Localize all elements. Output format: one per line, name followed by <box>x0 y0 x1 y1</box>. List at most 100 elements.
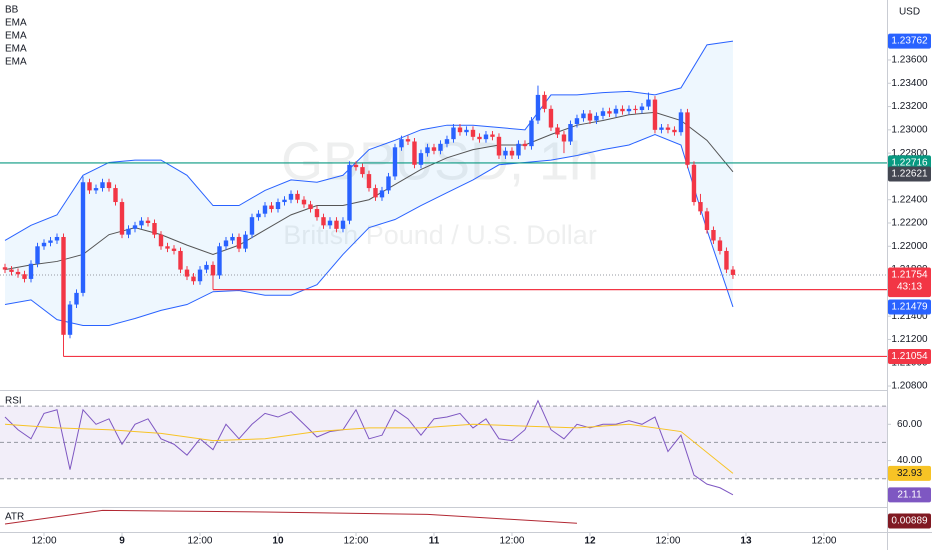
candle-body <box>379 190 385 198</box>
y-tick-label: 1.23000 <box>891 124 928 135</box>
candle-body <box>347 164 352 221</box>
candle-body <box>672 129 677 133</box>
pane-title: ATR <box>5 512 24 523</box>
candle-body <box>230 236 235 241</box>
y-tick-label: 1.21400 <box>891 311 928 322</box>
price-badge-label: 1.21754 <box>891 270 928 281</box>
candle-body <box>678 112 684 133</box>
candle-body <box>581 113 586 119</box>
candle-body <box>535 94 541 121</box>
candle-body <box>113 188 118 203</box>
y-tick-label: 1.22800 <box>891 148 928 159</box>
candle-body <box>249 217 255 235</box>
candle-body <box>587 113 593 121</box>
candle-body <box>9 269 14 272</box>
candle-body <box>204 264 209 270</box>
candle-body <box>516 143 521 156</box>
candle-body <box>217 246 222 276</box>
candle-body <box>568 124 573 142</box>
candle-body <box>353 164 359 168</box>
candle-body <box>93 188 99 191</box>
candle-body <box>74 292 79 305</box>
candle-body <box>451 127 456 140</box>
candle-body <box>704 211 710 230</box>
candle-body <box>620 108 625 112</box>
candle-body <box>724 250 729 270</box>
indicator-legend: EMA <box>5 44 27 55</box>
candle-body <box>386 176 391 191</box>
candle-body <box>503 150 508 156</box>
candle-body <box>243 234 248 249</box>
candle-body <box>665 127 671 130</box>
indicator-legend: BB <box>5 5 19 16</box>
x-tick-label: 12:00 <box>343 536 368 547</box>
candle-body <box>178 250 183 270</box>
candle-body <box>132 225 138 229</box>
candle-body <box>171 248 177 251</box>
candle-body <box>301 199 307 205</box>
price-badge <box>888 166 931 182</box>
indicator-line <box>4 509 577 525</box>
band-lower <box>4 133 734 326</box>
price-badge <box>888 299 931 315</box>
candle-body <box>496 136 502 156</box>
candle-body <box>61 236 66 335</box>
candle-body <box>717 240 723 251</box>
candle-body <box>236 236 242 249</box>
x-tick-label: 12:00 <box>499 536 524 547</box>
candle-body <box>639 106 645 111</box>
y-tick-label: 1.23400 <box>891 78 928 89</box>
candle-body <box>54 236 60 241</box>
candle-body <box>464 129 469 133</box>
candle-body <box>139 220 144 226</box>
candle-body <box>646 99 651 107</box>
candle-body <box>483 134 489 140</box>
candle-body <box>15 271 21 275</box>
price-badge-label: 1.23762 <box>891 36 928 47</box>
x-tick-label: 12 <box>584 536 596 547</box>
candle-body <box>392 147 398 177</box>
indicator-legend: EMA <box>5 31 27 42</box>
candle-body <box>256 213 261 218</box>
candle-body <box>542 94 547 109</box>
candle-body <box>158 234 164 247</box>
candle-body <box>529 120 534 147</box>
price-badge-label: 21.11 <box>897 489 922 500</box>
candle-body <box>223 240 229 247</box>
price-badge-label: 1.22621 <box>891 169 928 180</box>
price-badge-label: 0.00889 <box>891 516 928 527</box>
candle-body <box>41 242 47 247</box>
candle-body <box>522 143 528 147</box>
price-badge <box>888 33 931 49</box>
candle-body <box>366 174 372 189</box>
indicator-legend: EMA <box>5 18 27 29</box>
candle-body <box>373 188 378 198</box>
candle-body <box>308 204 313 210</box>
y-tick-label: 60.00 <box>897 419 922 430</box>
candle-body <box>431 147 437 151</box>
x-tick-label: 10 <box>272 536 284 547</box>
candle-body <box>477 136 482 140</box>
indicator-line <box>4 423 734 474</box>
candle-body <box>262 205 268 214</box>
price-badge-label: 1.21054 <box>891 351 928 362</box>
x-tick-label: 12:00 <box>655 536 680 547</box>
candle-body <box>548 108 554 128</box>
candle-body <box>509 150 515 156</box>
candle-body <box>48 240 53 243</box>
candle-body <box>561 134 567 142</box>
candle-body <box>100 182 105 189</box>
indicator-line <box>4 399 734 496</box>
candle-body <box>2 267 8 270</box>
candle-body <box>22 274 27 279</box>
candle-body <box>457 127 463 133</box>
candle-body <box>126 228 131 235</box>
x-tick-label: 9 <box>119 536 125 547</box>
candle-body <box>145 220 151 224</box>
y-tick-label: 1.23200 <box>891 101 928 112</box>
price-badge <box>888 267 931 294</box>
candle-body <box>197 269 203 282</box>
